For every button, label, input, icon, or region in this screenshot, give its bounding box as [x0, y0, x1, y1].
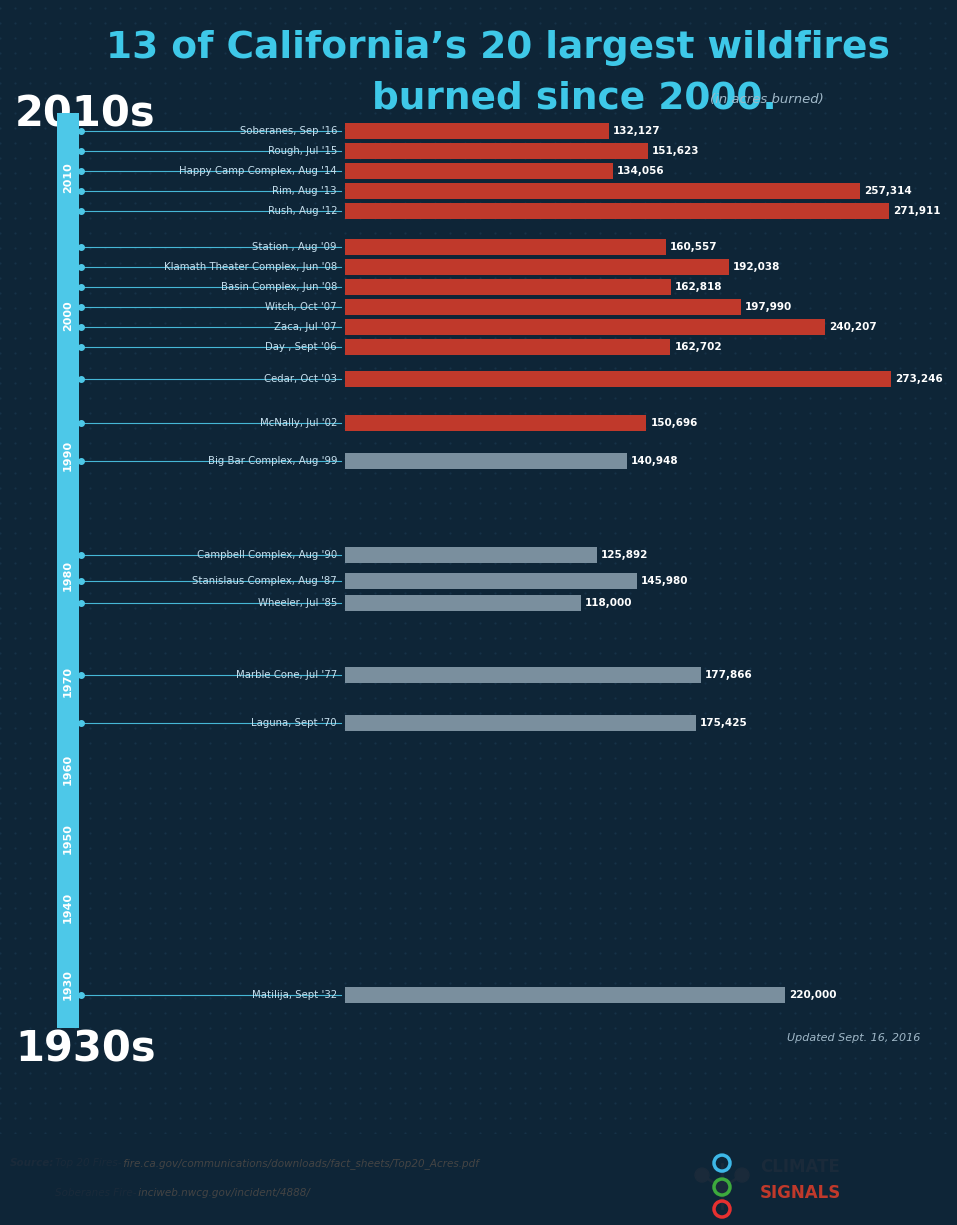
Text: Klamath Theater Complex, Jun '08: Klamath Theater Complex, Jun '08 — [164, 262, 337, 272]
Text: 1940: 1940 — [63, 892, 73, 922]
Bar — [345, 668, 701, 684]
Text: 273,246: 273,246 — [896, 374, 944, 385]
Bar — [345, 163, 613, 179]
Text: Rough, Jul '15: Rough, Jul '15 — [268, 146, 337, 156]
FancyBboxPatch shape — [57, 628, 79, 735]
FancyBboxPatch shape — [57, 941, 79, 1028]
Circle shape — [715, 1181, 729, 1196]
Text: Stanislaus Complex, Aug '87: Stanislaus Complex, Aug '87 — [192, 576, 337, 586]
Text: 1930s: 1930s — [15, 1028, 156, 1071]
Text: 2000: 2000 — [63, 300, 73, 331]
Text: Soberanes, Sep '16: Soberanes, Sep '16 — [239, 126, 337, 136]
Text: 162,702: 162,702 — [675, 342, 722, 352]
Text: 197,990: 197,990 — [745, 303, 792, 312]
Text: 2010s: 2010s — [15, 93, 156, 135]
FancyBboxPatch shape — [57, 388, 79, 523]
Text: 1990: 1990 — [63, 440, 73, 472]
Bar — [345, 279, 671, 295]
Bar — [345, 143, 648, 159]
Bar — [345, 453, 627, 469]
Text: 2010: 2010 — [63, 163, 73, 194]
Text: 220,000: 220,000 — [789, 990, 836, 1000]
Bar — [345, 987, 785, 1003]
Bar — [345, 299, 741, 315]
FancyBboxPatch shape — [57, 735, 79, 804]
FancyBboxPatch shape — [57, 873, 79, 941]
Text: 1950: 1950 — [63, 823, 73, 854]
Text: 1970: 1970 — [63, 666, 73, 697]
Text: Wheeler, Jul '85: Wheeler, Jul '85 — [257, 598, 337, 608]
Text: Top 20 Fires-: Top 20 Fires- — [55, 1158, 122, 1169]
Text: Soberanes Fire-: Soberanes Fire- — [55, 1188, 137, 1198]
Text: 177,866: 177,866 — [704, 670, 752, 680]
Text: 271,911: 271,911 — [893, 206, 941, 216]
FancyBboxPatch shape — [57, 523, 79, 628]
Text: Station , Aug '09: Station , Aug '09 — [253, 243, 337, 252]
Text: 160,557: 160,557 — [670, 243, 718, 252]
Text: 145,980: 145,980 — [641, 576, 688, 586]
Text: 150,696: 150,696 — [651, 418, 698, 428]
Text: 162,818: 162,818 — [675, 282, 723, 292]
Text: fire.ca.gov/communications/downloads/fact_sheets/Top20_Acres.pdf: fire.ca.gov/communications/downloads/fac… — [120, 1158, 478, 1169]
Text: McNally, Jul '02: McNally, Jul '02 — [259, 418, 337, 428]
Text: Cedar, Oct '03: Cedar, Oct '03 — [264, 374, 337, 385]
Text: 257,314: 257,314 — [863, 186, 911, 196]
Bar — [345, 715, 696, 731]
Text: Happy Camp Complex, Aug '14: Happy Camp Complex, Aug '14 — [179, 167, 337, 176]
Text: inciweb.nwcg.gov/incident/4888/: inciweb.nwcg.gov/incident/4888/ — [135, 1188, 310, 1198]
Text: Laguna, Sept '70: Laguna, Sept '70 — [252, 718, 337, 728]
Text: CLIMATE: CLIMATE — [760, 1158, 840, 1176]
Bar — [345, 595, 581, 611]
Bar — [345, 415, 646, 431]
FancyBboxPatch shape — [57, 804, 79, 873]
Text: Matilija, Sept '32: Matilija, Sept '32 — [252, 990, 337, 1000]
Bar — [345, 258, 729, 276]
Text: 175,425: 175,425 — [700, 718, 747, 728]
Text: burned since 2000.: burned since 2000. — [372, 80, 776, 116]
Bar — [345, 371, 892, 387]
Text: Campbell Complex, Aug '90: Campbell Complex, Aug '90 — [197, 550, 337, 560]
Text: 192,038: 192,038 — [733, 262, 781, 272]
Text: SIGNALS: SIGNALS — [760, 1185, 841, 1202]
FancyBboxPatch shape — [57, 243, 79, 388]
Bar — [345, 239, 666, 255]
Text: (in acres burned): (in acres burned) — [710, 93, 824, 107]
Text: Marble Cone, Jul '77: Marble Cone, Jul '77 — [235, 670, 337, 680]
Text: Updated Sept. 16, 2016: Updated Sept. 16, 2016 — [787, 1033, 920, 1044]
Bar — [345, 573, 637, 589]
Text: Basin Complex, Jun '08: Basin Complex, Jun '08 — [221, 282, 337, 292]
Text: 240,207: 240,207 — [830, 322, 878, 332]
Bar — [345, 122, 610, 138]
Text: Rim, Aug '13: Rim, Aug '13 — [273, 186, 337, 196]
Text: 118,000: 118,000 — [585, 598, 633, 608]
Text: Source:: Source: — [10, 1158, 55, 1169]
Text: 13 of California’s 20 largest wildfires: 13 of California’s 20 largest wildfires — [105, 29, 890, 66]
FancyBboxPatch shape — [57, 113, 79, 243]
Text: 1980: 1980 — [63, 560, 73, 592]
Circle shape — [735, 1169, 749, 1182]
Text: Day , Sept '06: Day , Sept '06 — [265, 342, 337, 352]
Text: Rush, Aug '12: Rush, Aug '12 — [268, 206, 337, 216]
Text: 132,127: 132,127 — [613, 126, 661, 136]
Text: 125,892: 125,892 — [601, 550, 648, 560]
Text: 134,056: 134,056 — [617, 167, 665, 176]
Text: 140,948: 140,948 — [631, 456, 679, 466]
Bar — [345, 203, 889, 219]
Text: 1930: 1930 — [63, 969, 73, 1000]
Bar — [345, 183, 859, 198]
Text: 151,623: 151,623 — [653, 146, 700, 156]
Bar — [345, 339, 671, 355]
Text: Zaca, Jul '07: Zaca, Jul '07 — [275, 322, 337, 332]
Text: 1960: 1960 — [63, 753, 73, 785]
Text: Witch, Oct '07: Witch, Oct '07 — [265, 303, 337, 312]
Text: Big Bar Complex, Aug '99: Big Bar Complex, Aug '99 — [208, 456, 337, 466]
Bar — [345, 318, 826, 334]
Circle shape — [695, 1169, 709, 1182]
Bar — [345, 548, 597, 564]
